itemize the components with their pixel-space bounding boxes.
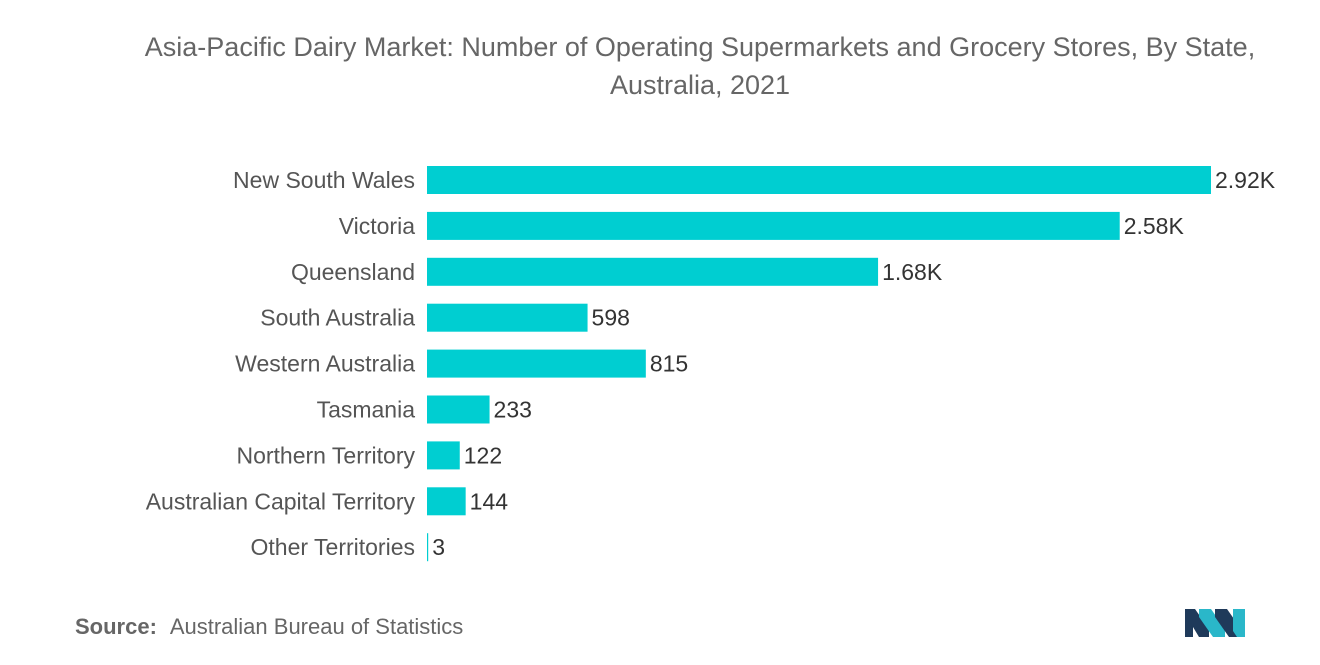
bar-chart: New South Wales 2.92K Victoria 2.58K Queensl… (146, 166, 1276, 562)
bar (427, 533, 429, 562)
bar (427, 303, 588, 332)
data-label: 144 (470, 488, 509, 514)
category-label: South Australia (260, 305, 415, 331)
category-label: Northern Territory (236, 442, 415, 468)
category-label: Tasmania (317, 397, 416, 423)
data-label: 1.68K (882, 259, 943, 285)
bars-layer: New South Wales 2.92K Victoria 2.58K Queensl… (146, 166, 1276, 562)
bar (427, 441, 460, 470)
category-label: Queensland (291, 259, 415, 285)
data-label: 2.92K (1215, 167, 1276, 193)
chart-title: Asia-Pacific Dairy Market: Number of Ope… (144, 32, 1256, 100)
source-text: Australian Bureau of Statistics (169, 614, 464, 639)
data-label: 2.58K (1124, 213, 1185, 239)
source-note: Source: Australian Bureau of Statistics (75, 614, 463, 640)
category-label: Victoria (339, 213, 415, 239)
category-label: Western Australia (235, 351, 415, 377)
source-label: Source: (75, 614, 157, 639)
bar (427, 487, 466, 516)
bar (427, 211, 1120, 240)
bar (427, 395, 490, 424)
data-label: 3 (432, 534, 445, 560)
data-label: 233 (494, 397, 532, 423)
category-label: New South Wales (233, 167, 415, 193)
data-label: 598 (592, 305, 630, 331)
data-label: 122 (464, 442, 502, 468)
data-label: 815 (650, 351, 688, 377)
bar (427, 257, 879, 286)
category-label: Other Territories (251, 534, 415, 560)
bar (427, 349, 646, 378)
brand-logo-icon (1185, 609, 1245, 637)
bar (427, 166, 1211, 194)
category-label: Australian Capital Territory (146, 488, 416, 514)
